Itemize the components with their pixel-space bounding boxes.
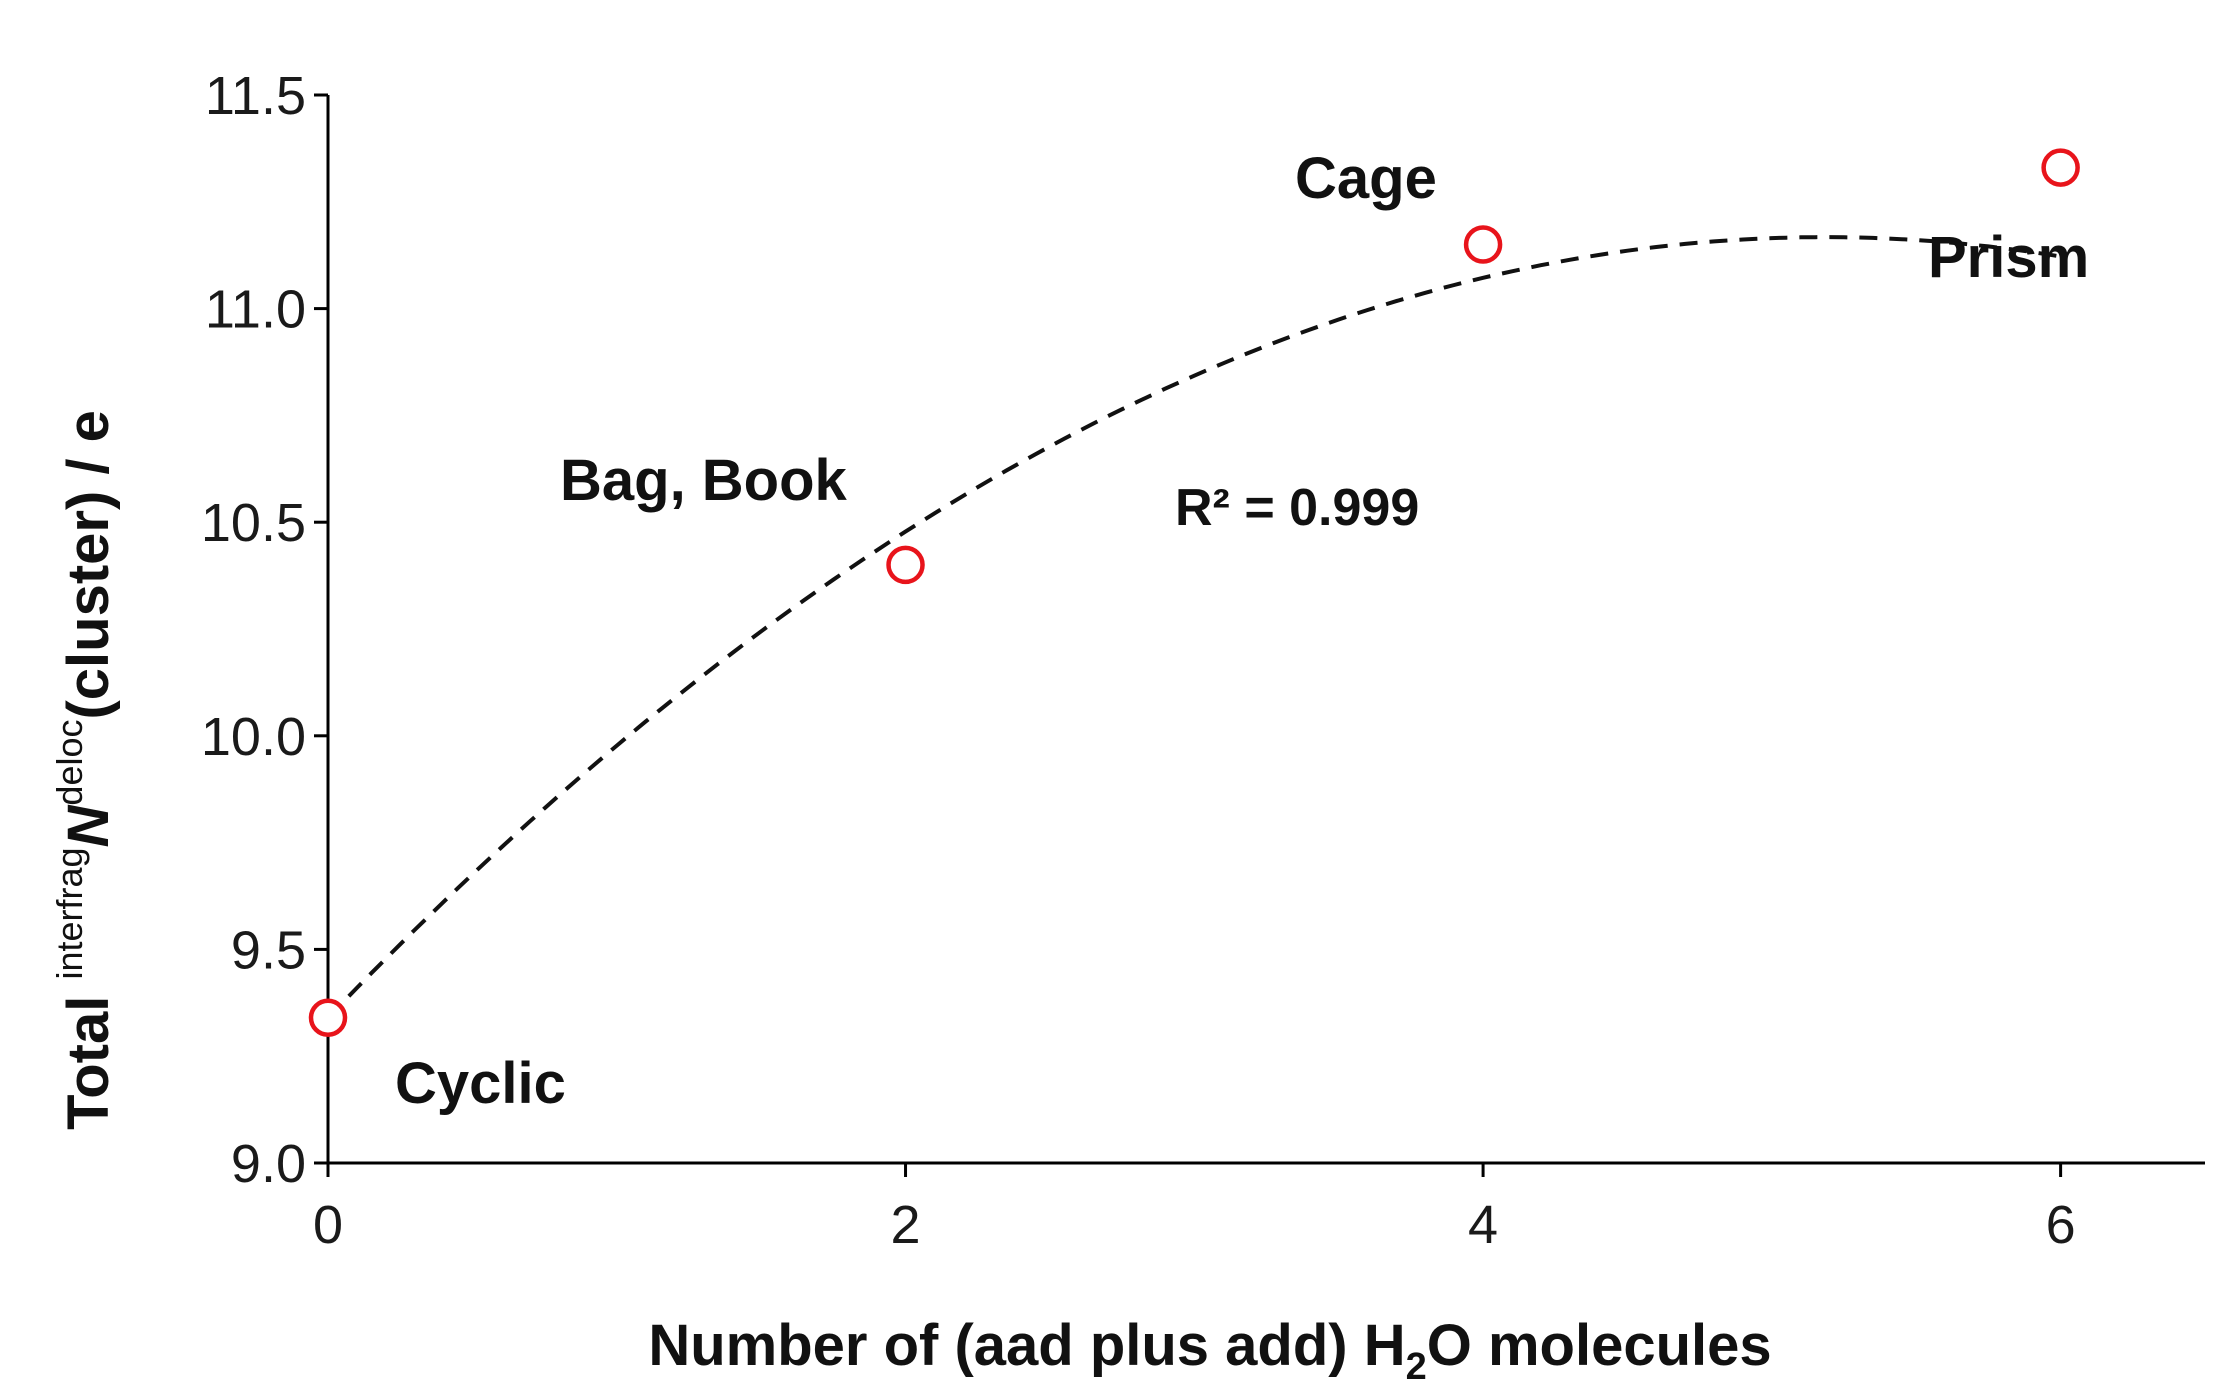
r-squared-label: R² = 0.999 (1175, 479, 1419, 537)
y-tick-label: 11.5 (205, 66, 306, 126)
trendline-curve (326, 235, 2061, 1020)
x-axis-title: Number of (aad plus add) H2O molecules (648, 1313, 1771, 1388)
y-tick-label: 10.0 (201, 707, 306, 767)
data-point (308, 998, 348, 1038)
trendline (326, 235, 2061, 1020)
y-tick-label: 9.0 (231, 1134, 306, 1194)
x-tick-label: 4 (1468, 1195, 1498, 1255)
data-point (2041, 148, 2080, 187)
y-tick-label: 11.0 (205, 280, 306, 340)
data-point (1463, 225, 1503, 264)
y-ticks: 9.0 9.5 10.0 10.5 11.0 11.5 (201, 66, 328, 1194)
y-axis-title: Total interfragNdeloc(cluster) / e (49, 410, 121, 1130)
point-label-cyclic: Cyclic (395, 1051, 566, 1116)
x-tick-label: 0 (313, 1195, 343, 1255)
y-tick-label: 10.5 (201, 493, 306, 553)
axes (326, 95, 2205, 1165)
x-ticks: 0 2 4 6 (313, 1163, 2076, 1255)
data-point (886, 545, 925, 585)
x-tick-label: 2 (891, 1195, 921, 1255)
data-points (308, 148, 2080, 1038)
point-label-prism: Prism (1928, 225, 2089, 290)
y-tick-label: 9.5 (231, 920, 306, 980)
x-tick-label: 6 (2046, 1195, 2076, 1255)
point-label-cage: Cage (1295, 146, 1437, 211)
point-label-bag-book: Bag, Book (560, 448, 848, 513)
